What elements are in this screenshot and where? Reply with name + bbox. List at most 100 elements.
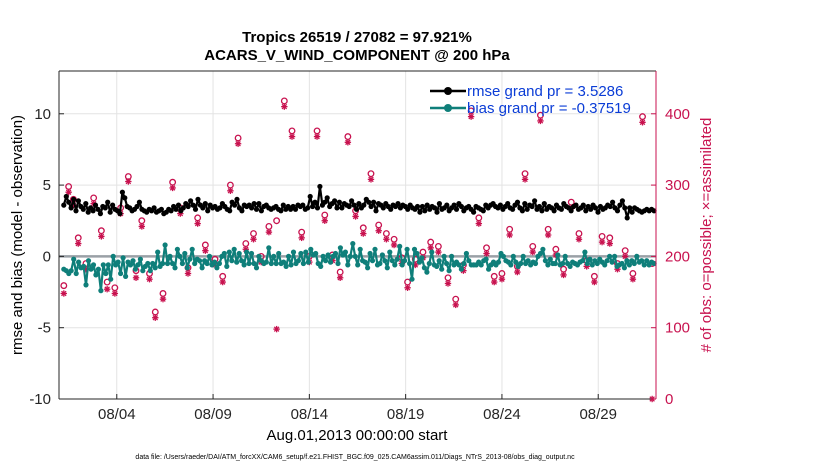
obs-assimilated-marker — [98, 233, 105, 240]
bias-point — [229, 258, 235, 264]
bias-point — [394, 256, 400, 262]
bias-point — [384, 265, 390, 271]
rmse-point — [68, 205, 74, 211]
bias-point — [115, 259, 121, 265]
obs-assimilated-stroke — [383, 236, 390, 243]
obs-assimilated-marker — [491, 278, 498, 286]
bias-point — [518, 260, 524, 267]
obs-assimilated-stroke — [104, 286, 110, 292]
bias-point — [397, 243, 403, 249]
rmse-point — [334, 205, 340, 211]
bias-point — [483, 256, 489, 262]
obs-assimilated-stroke — [352, 213, 359, 220]
bias-point — [248, 250, 255, 257]
bias-point — [197, 258, 203, 264]
rmse-point — [529, 203, 535, 210]
obs-assimilated-stroke — [219, 279, 226, 285]
obs-assimilated-marker — [560, 271, 567, 279]
bias-point — [426, 260, 432, 267]
rmse-point — [629, 209, 635, 215]
rmse-point — [239, 208, 245, 214]
y-axis-right-ticks: 0 100 200 300 400 — [651, 106, 690, 408]
obs-assimilated-stroke — [112, 290, 118, 297]
obs-assimilated-stroke — [194, 220, 201, 227]
rmse-point — [614, 208, 621, 214]
rmse-point — [568, 208, 574, 214]
legend-rmse-label: rmse grand pr = 3.5286 — [467, 83, 623, 100]
obs-assimilated-marker — [159, 295, 167, 303]
rmse-point — [173, 206, 179, 212]
rmse-point — [619, 198, 626, 204]
rmse-point — [373, 208, 379, 214]
obs-assimilated-stroke — [445, 280, 451, 287]
bias-point — [579, 258, 586, 264]
rmse-point — [75, 198, 81, 204]
bias-point — [407, 260, 413, 267]
rmse-point — [185, 203, 191, 210]
rmse-point — [595, 209, 601, 215]
obs-possible-marker — [60, 282, 68, 290]
bias-point — [332, 250, 339, 257]
bias-point — [342, 249, 348, 255]
y-right-tick-label: 100 — [665, 320, 690, 337]
bias-point — [584, 260, 591, 267]
obs-assimilated-stroke — [404, 285, 411, 291]
bias-point — [273, 260, 279, 267]
obs-assimilated-stroke — [160, 296, 166, 302]
bias-point — [621, 265, 628, 271]
bias-point — [221, 250, 227, 257]
bias-point — [110, 253, 116, 259]
y-axis-left-label: rmse and bias (model - observation) — [9, 115, 26, 355]
rmse-point — [324, 195, 330, 201]
bias-point — [327, 259, 334, 265]
obs-assimilated-marker — [250, 236, 257, 243]
bias-point — [320, 253, 326, 259]
bias-point — [609, 259, 615, 265]
x-tick-label: 08/14 — [291, 406, 329, 423]
obs-assimilated-stroke — [576, 236, 582, 243]
bias-point — [167, 253, 173, 259]
rmse-point — [497, 202, 503, 208]
rmse-point — [361, 202, 367, 208]
rmse-point — [195, 196, 201, 202]
obs-assimilated-stroke — [133, 275, 139, 281]
obs-assimilated-stroke — [591, 279, 598, 285]
bias-point — [587, 256, 593, 262]
legend-bias-label: bias grand pr = -0.37519 — [467, 100, 631, 117]
bias-point — [540, 246, 546, 252]
bias-point — [520, 253, 526, 259]
obs-assimilated-stroke — [75, 240, 82, 247]
bias-point — [337, 245, 343, 251]
bias-point — [392, 262, 398, 268]
rmse-point — [607, 203, 613, 210]
rmse-point — [388, 206, 394, 212]
obs-assimilated-stroke — [639, 119, 646, 126]
obs-assimilated-marker — [537, 117, 544, 125]
obs-assimilated-marker — [281, 103, 288, 110]
obs-assimilated-marker — [60, 290, 68, 297]
bias-point — [449, 253, 455, 259]
obs-assimilated-stroke — [314, 133, 320, 140]
obs-assimilated-stroke — [622, 253, 628, 260]
legend: rmse grand pr = 3.5286 bias grand pr = -… — [430, 83, 631, 117]
bias-point — [355, 262, 361, 268]
rmse-point — [317, 183, 323, 190]
obs-assimilated-stroke — [435, 249, 442, 255]
bias-point — [567, 263, 573, 269]
bias-point — [461, 260, 467, 267]
rmse-point — [180, 205, 186, 211]
bias-point — [199, 265, 205, 271]
bias-point — [137, 256, 143, 262]
obs-assimilated-marker — [606, 240, 613, 247]
bias-point — [164, 260, 171, 267]
bias-point — [500, 253, 506, 259]
bias-point — [295, 258, 301, 264]
bias-point — [224, 263, 230, 269]
bias-point — [416, 259, 423, 265]
rmse-point — [85, 209, 91, 215]
obs-assimilated-marker — [383, 236, 390, 243]
rmse-point — [371, 199, 377, 205]
rmse-point — [312, 199, 318, 205]
bias-point — [160, 260, 166, 267]
